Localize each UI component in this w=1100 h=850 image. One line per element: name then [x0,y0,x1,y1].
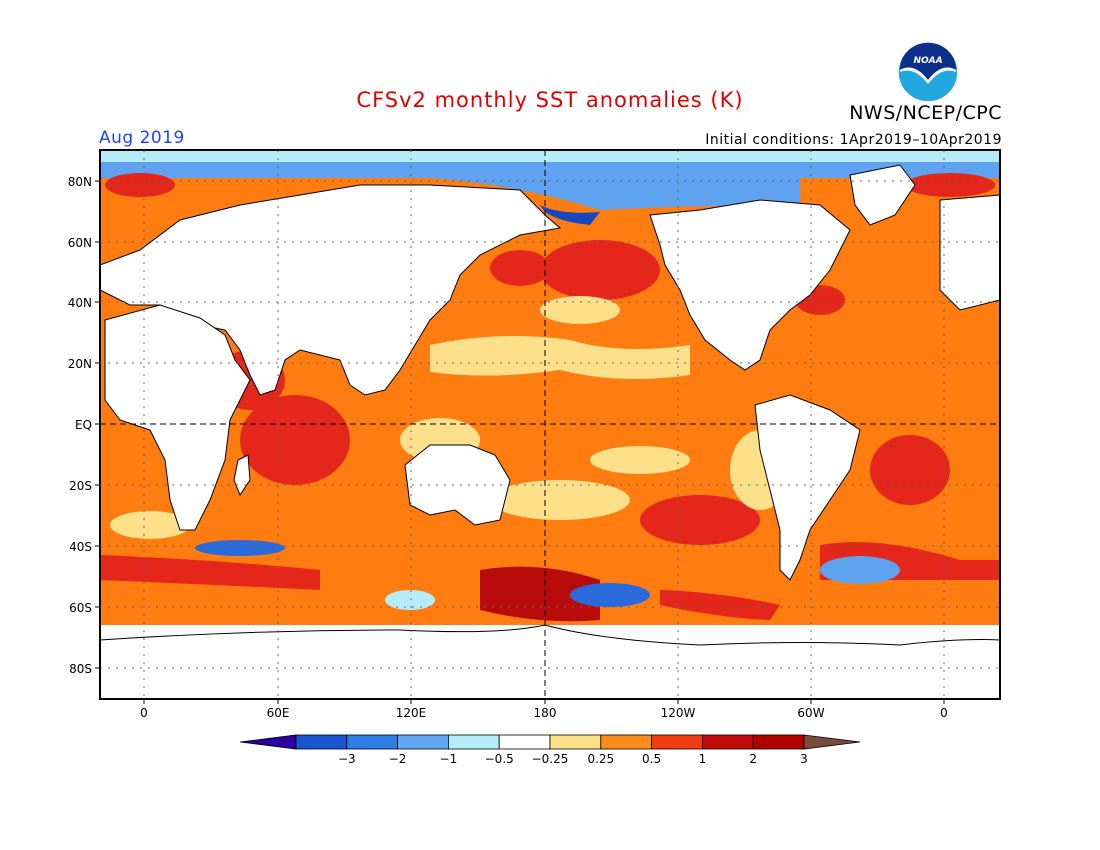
colorbar-label: −3 [338,752,356,766]
colorbar-swatch [600,734,652,750]
lat-label: 40N [68,296,92,310]
colorbar-swatch [702,734,754,750]
valid-month-label: Aug 2019 [99,128,185,148]
colorbar-label: 2 [749,752,757,766]
longitude-labels: 0 60E 120E 180 120W 60W 0 [140,706,948,720]
colorbar-swatch [295,734,348,750]
colorbar-max-arrow [803,734,861,750]
colorbar-label: −1 [440,752,458,766]
colorbar-label: 1 [699,752,707,766]
lat-label: 80S [69,662,92,676]
colorbar-label: −2 [389,752,407,766]
colorbar-swatch [498,734,551,750]
colorbar-swatch [346,734,398,750]
svg-text:NOAA: NOAA [913,56,942,66]
lat-label: 60N [68,236,92,250]
lon-label: 180 [534,706,557,720]
lon-label: 120E [396,706,427,720]
colorbar-label: −0.25 [532,752,569,766]
colorbar-swatch [549,734,602,750]
graticule [100,150,1000,699]
colorbar-swatch [752,734,805,750]
colorbar-label: 0.25 [587,752,614,766]
colorbar-label: 3 [800,752,808,766]
colorbar-swatch [651,734,703,750]
agency-label: NWS/NCEP/CPC [849,102,1002,124]
map-title: CFSv2 monthly SST anomalies (K) [356,88,744,112]
colorbar-swatch [397,734,449,750]
lon-label: 120W [661,706,696,720]
initial-conditions-label: Initial conditions: 1Apr2019–10Apr2019 [705,132,1002,148]
lon-label: 0 [140,706,148,720]
colorbar-label: −0.5 [485,752,514,766]
lon-label: 60W [797,706,824,720]
colorbar-min-arrow [239,734,297,750]
axis-ticks [95,180,945,704]
equator-dateline [100,150,1000,699]
colorbar: −3 −2 −1 −0.5 −0.25 0.25 0.5 1 2 3 [239,734,861,766]
lon-label: 0 [940,706,948,720]
lat-label: 20N [68,357,92,371]
lon-label: 60E [267,706,290,720]
lat-label: 40S [69,540,92,554]
lat-label: 20S [69,479,92,493]
lat-label: 80N [68,175,92,189]
lat-label: 60S [69,601,92,615]
noaa-logo: NOAA [897,41,959,103]
lat-label: EQ [75,418,92,432]
latitude-labels: 80N 60N 40N 20N EQ 20S 40S 60S 80S [68,175,92,676]
colorbar-swatch [447,734,500,750]
continents [100,164,1000,699]
colorbar-label: 0.5 [642,752,661,766]
